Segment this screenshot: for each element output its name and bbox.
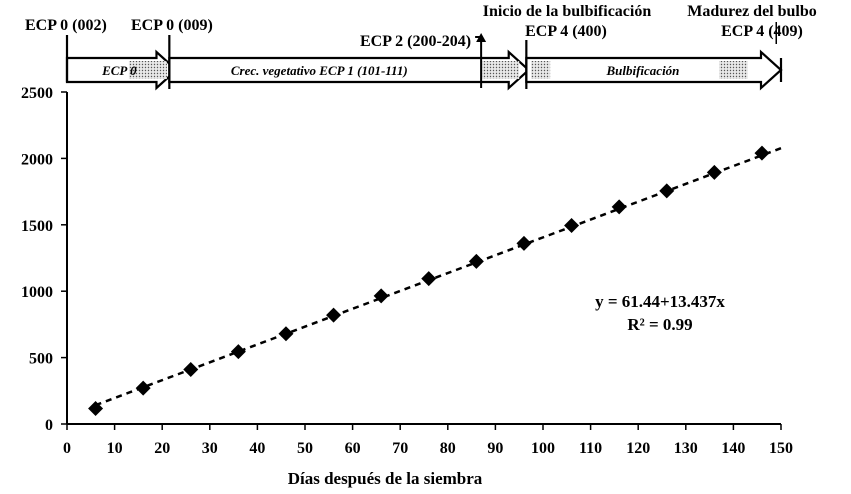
x-tick-label: 10 — [107, 440, 123, 457]
r-squared-label: R² = 0.99 — [627, 315, 692, 334]
data-point — [373, 288, 389, 304]
x-tick-label: 140 — [721, 440, 745, 457]
data-point — [468, 253, 484, 269]
data-point — [659, 183, 675, 199]
y-tick-label: 0 — [45, 417, 53, 434]
x-tick-label: 20 — [154, 440, 170, 457]
stipple-fill — [719, 61, 748, 79]
data-point — [326, 307, 342, 323]
axes-layer: 0 10 20 30 40 50 60 70 80 90 100 110 120 130 140 150050… — [21, 85, 793, 457]
y-tick-label: 2500 — [21, 85, 53, 102]
y-tick-label: 2000 — [21, 151, 53, 168]
stage-label-ecp4-400: ECP 4 (400) — [525, 23, 607, 40]
x-tick-label: 70 — [392, 440, 408, 457]
x-axis-label: Días después de la siembra — [288, 469, 483, 488]
points-layer — [88, 145, 770, 416]
data-point — [706, 164, 722, 180]
x-tick-label: 110 — [579, 440, 602, 457]
stage-label-bulb-maturity: Madurez del bulbo — [687, 3, 817, 20]
x-tick-label: 120 — [626, 440, 650, 457]
stage-label-ecp4-409: ECP 4 (409) — [721, 23, 803, 40]
regression-equation: y = 61.44+13.437x — [595, 292, 725, 311]
stipple-fill — [128, 61, 167, 79]
stage-marker-arrowhead — [476, 33, 487, 42]
data-point — [230, 344, 246, 360]
stage-label-ecp0-002: ECP 0 (002) — [25, 17, 107, 34]
data-point — [88, 400, 104, 416]
y-tick-label: 1500 — [21, 218, 53, 235]
stage-label-ecp2: ECP 2 (200-204) — [360, 33, 471, 50]
regression-line — [95, 147, 782, 407]
x-tick-label: 60 — [345, 440, 361, 457]
stipple-fill — [481, 61, 520, 79]
fit-layer — [95, 147, 782, 407]
y-tick-label: 500 — [29, 351, 53, 368]
data-point — [611, 199, 627, 215]
stage-arrow-bulbification — [525, 49, 783, 91]
y-tick-label: 1000 — [21, 284, 53, 301]
stage-arrow-label: ECP 0 — [101, 63, 137, 78]
data-point — [278, 326, 294, 342]
data-point — [754, 145, 770, 161]
x-tick-label: 40 — [249, 440, 265, 457]
stage-label-ecp0-009: ECP 0 (009) — [131, 17, 213, 34]
data-point — [135, 380, 151, 396]
x-tick-label: 90 — [487, 440, 503, 457]
data-point — [421, 271, 437, 287]
stipple-fill — [531, 61, 551, 79]
x-tick-label: 80 — [440, 440, 456, 457]
x-tick-label: 130 — [674, 440, 698, 457]
x-tick-label: 50 — [297, 440, 313, 457]
x-tick-label: 30 — [202, 440, 218, 457]
data-point — [183, 362, 199, 378]
stage-layer: ECP 0 Crec. vegetativo ECP 1 (101-111) Bul… — [25, 3, 817, 91]
x-tick-label: 150 — [769, 440, 793, 457]
stage-arrow-label: Crec. vegetativo ECP 1 (101-111) — [231, 63, 408, 78]
x-tick-label: 100 — [531, 440, 555, 457]
data-point — [516, 235, 532, 251]
data-point — [564, 217, 580, 233]
stage-arrow-label: Bulbificación — [605, 63, 679, 78]
stage-label-bulb-start: Inicio de la bulbificación — [483, 3, 652, 20]
x-tick-label: 0 — [63, 440, 71, 457]
